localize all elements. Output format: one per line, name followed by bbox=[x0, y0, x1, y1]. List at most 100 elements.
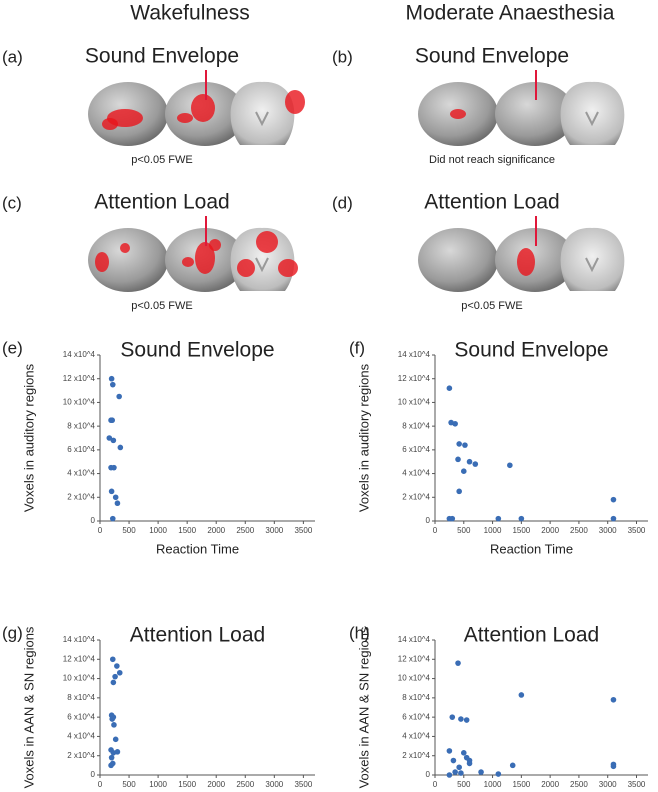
x-tick-label: 1000 bbox=[484, 526, 502, 535]
y-tick-label: 12 x10^4 bbox=[398, 654, 431, 663]
data-point bbox=[108, 762, 114, 769]
data-point bbox=[463, 754, 470, 761]
data-point bbox=[110, 437, 117, 444]
activation bbox=[195, 242, 215, 274]
y-tick-label: 10 x10^4 bbox=[398, 674, 431, 683]
x-tick-label: 2000 bbox=[207, 780, 225, 789]
y-tick-label: 4 x10^4 bbox=[402, 469, 430, 478]
brain-coronal bbox=[230, 81, 295, 145]
x-tick-label: 3500 bbox=[294, 526, 312, 535]
data-point bbox=[108, 488, 115, 495]
panel-label: (e) bbox=[2, 338, 23, 357]
data-point bbox=[117, 444, 124, 451]
data-point bbox=[610, 696, 617, 703]
data-point bbox=[449, 515, 456, 522]
y-tick-label: 2 x10^4 bbox=[67, 492, 95, 501]
panel-title: Attention Load bbox=[424, 191, 559, 214]
x-tick-label: 500 bbox=[122, 780, 136, 789]
panel-title: Sound Envelope bbox=[415, 45, 569, 68]
y-tick-label: 6 x10^4 bbox=[402, 445, 430, 454]
panel-label: (d) bbox=[332, 193, 353, 212]
data-point bbox=[610, 496, 617, 503]
y-tick-label: 12 x10^4 bbox=[398, 374, 431, 383]
data-point bbox=[455, 456, 461, 463]
data-point bbox=[610, 763, 617, 770]
brain-lateral bbox=[495, 82, 575, 146]
x-tick-label: 3000 bbox=[599, 526, 617, 535]
y-tick-label: 2 x10^4 bbox=[402, 492, 430, 501]
activation bbox=[182, 257, 194, 267]
data-point bbox=[458, 770, 464, 776]
y-tick-label: 2 x10^4 bbox=[67, 751, 95, 760]
x-tick-label: 1500 bbox=[178, 526, 196, 535]
panel-label: (h) bbox=[349, 623, 370, 642]
panel-caption: p<0.05 FWE bbox=[131, 300, 192, 312]
y-tick-label: 14 x10^4 bbox=[63, 635, 96, 644]
x-tick-label: 0 bbox=[98, 526, 103, 535]
data-point bbox=[495, 515, 502, 522]
panel-title: Sound Envelope bbox=[85, 45, 239, 68]
x-axis-label: Reaction Time bbox=[490, 541, 573, 556]
panel-label: (g) bbox=[2, 623, 23, 642]
activation bbox=[191, 94, 215, 122]
y-tick-label: 8 x10^4 bbox=[402, 421, 430, 430]
y-tick-label: 6 x10^4 bbox=[67, 712, 95, 721]
panel-title: Attention Load bbox=[94, 191, 229, 214]
panel-caption: Did not reach significance bbox=[429, 154, 555, 166]
data-point bbox=[114, 500, 121, 507]
data-point bbox=[112, 736, 119, 743]
column-header: Moderate Anaesthesia bbox=[406, 2, 615, 25]
x-tick-label: 1000 bbox=[149, 780, 167, 789]
x-tick-label: 0 bbox=[98, 780, 103, 789]
y-axis-label: Voxels in auditory regions bbox=[356, 363, 371, 512]
data-point bbox=[452, 420, 458, 427]
panel-caption: p<0.05 FWE bbox=[131, 154, 192, 166]
x-tick-label: 2500 bbox=[236, 526, 254, 535]
data-point bbox=[108, 375, 115, 382]
data-point bbox=[116, 669, 123, 676]
data-point bbox=[456, 488, 462, 495]
activation bbox=[285, 90, 305, 114]
y-tick-label: 14 x10^4 bbox=[63, 350, 96, 359]
x-tick-label: 1000 bbox=[149, 526, 167, 535]
data-point bbox=[108, 754, 115, 761]
y-tick-label: 14 x10^4 bbox=[398, 350, 431, 359]
x-axis-label: Reaction Time bbox=[156, 541, 239, 556]
x-tick-label: 3500 bbox=[294, 780, 312, 789]
data-point bbox=[446, 772, 453, 778]
x-tick-label: 2500 bbox=[570, 780, 588, 789]
data-point bbox=[463, 717, 470, 723]
data-point bbox=[109, 656, 116, 663]
brain-lateral bbox=[495, 228, 575, 292]
data-point bbox=[109, 515, 116, 522]
data-point bbox=[110, 679, 117, 686]
brain-coronal bbox=[560, 227, 625, 291]
data-point bbox=[449, 714, 456, 720]
activation bbox=[450, 109, 466, 119]
data-point bbox=[460, 468, 467, 475]
chart-title: Sound Envelope bbox=[120, 339, 274, 362]
brain-lateral bbox=[418, 228, 498, 292]
x-tick-label: 2000 bbox=[541, 780, 559, 789]
data-point bbox=[458, 716, 464, 722]
data-point bbox=[446, 748, 453, 754]
activation bbox=[256, 231, 278, 253]
data-point bbox=[466, 458, 473, 465]
panel-label: (b) bbox=[332, 47, 353, 66]
data-point bbox=[507, 462, 513, 469]
ventricle bbox=[585, 257, 599, 273]
x-tick-label: 3000 bbox=[265, 780, 283, 789]
y-tick-label: 10 x10^4 bbox=[63, 398, 96, 407]
x-tick-label: 3500 bbox=[628, 526, 646, 535]
column-header: Wakefulness bbox=[130, 2, 249, 25]
data-point bbox=[450, 757, 457, 764]
panel-label: (f) bbox=[349, 338, 365, 357]
panel-label: (c) bbox=[2, 193, 22, 212]
data-point bbox=[111, 722, 117, 728]
data-point bbox=[452, 769, 458, 775]
y-tick-label: 0 bbox=[91, 770, 96, 779]
ventricle bbox=[255, 111, 269, 127]
x-tick-label: 500 bbox=[122, 526, 136, 535]
chart-title: Sound Envelope bbox=[454, 339, 608, 362]
data-point bbox=[116, 393, 122, 400]
